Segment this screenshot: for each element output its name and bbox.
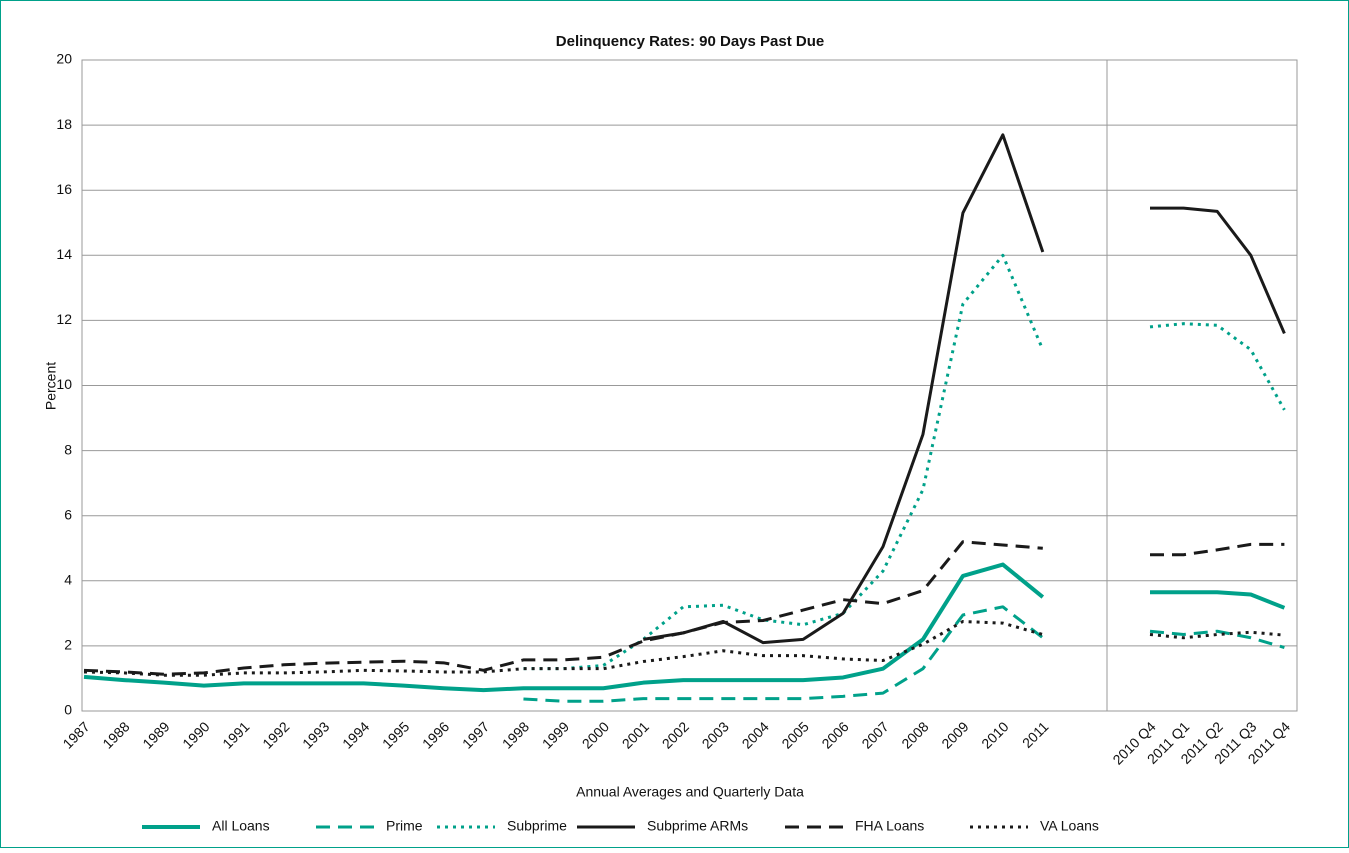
x-tick-label: 1988 <box>99 718 132 751</box>
y-tick-label: 12 <box>56 311 72 327</box>
x-tick-label: 2001 <box>619 718 652 751</box>
x-tick-label: 2008 <box>898 718 931 751</box>
x-tick-label: 2011 <box>1019 718 1052 751</box>
x-tick-label: 1997 <box>459 718 492 751</box>
y-tick-label: 6 <box>64 506 72 522</box>
x-tick-label: 1999 <box>539 718 572 751</box>
series-line <box>83 562 1286 693</box>
y-tick-label: 4 <box>64 572 72 588</box>
x-tick-label: 1994 <box>339 718 372 751</box>
x-tick-label: 2005 <box>778 718 811 751</box>
x-tick-label: 1996 <box>419 718 452 751</box>
legend-label: Prime <box>386 818 423 834</box>
y-tick-label: 10 <box>56 376 72 392</box>
y-tick-label: 2 <box>64 637 72 653</box>
y-tick-label: 14 <box>56 246 72 262</box>
y-tick-label: 18 <box>56 116 72 132</box>
x-tick-label: 1987 <box>59 718 92 751</box>
series-line <box>643 133 1286 645</box>
x-tick-label: 1991 <box>219 718 252 751</box>
x-tick-label: 2006 <box>818 718 851 751</box>
x-tick-label: 1995 <box>379 718 412 751</box>
legend-label: FHA Loans <box>855 818 924 834</box>
legend-label: Subprime <box>507 818 567 834</box>
x-tick-label: 2000 <box>579 718 612 751</box>
x-tick-label: 2004 <box>739 718 772 751</box>
y-axis-label: Percent <box>43 362 59 410</box>
y-tick-label: 16 <box>56 181 72 197</box>
x-tick-label: 2010 <box>978 718 1011 751</box>
legend-label: VA Loans <box>1040 818 1099 834</box>
x-tick-label: 1993 <box>299 718 332 751</box>
x-axis-label: Annual Averages and Quarterly Data <box>576 784 804 800</box>
x-tick-label: 1998 <box>499 718 532 751</box>
chart-title: Delinquency Rates: 90 Days Past Due <box>556 33 824 50</box>
series-line <box>83 540 1285 676</box>
y-tick-label: 20 <box>56 51 72 67</box>
x-tick-label: 2009 <box>938 718 971 751</box>
legend-label: All Loans <box>212 818 270 834</box>
y-tick-label: 0 <box>64 702 72 718</box>
x-tick-label: 2007 <box>858 718 891 751</box>
series-line <box>523 253 1286 671</box>
x-tick-label: 1990 <box>179 718 212 751</box>
legend-label: Subprime ARMs <box>647 818 748 834</box>
x-tick-label: 1992 <box>259 718 292 751</box>
x-tick-label: 2003 <box>699 718 732 751</box>
series-line <box>523 605 1285 703</box>
x-tick-label: 1989 <box>139 718 172 751</box>
plot-border <box>81 59 1298 712</box>
series-line <box>83 619 1285 677</box>
x-tick-label: 2002 <box>659 718 692 751</box>
y-tick-label: 8 <box>64 441 72 457</box>
